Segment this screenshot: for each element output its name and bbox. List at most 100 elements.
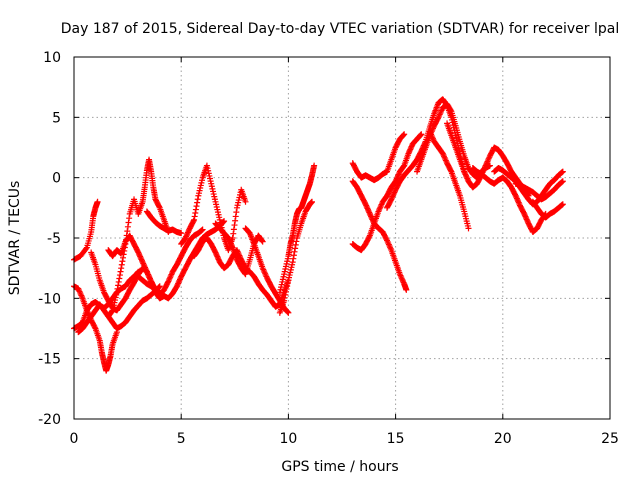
data-point — [184, 229, 191, 236]
data-point — [289, 259, 296, 266]
data-point — [225, 236, 232, 243]
data-point — [135, 250, 142, 257]
data-marks — [71, 96, 566, 374]
data-point — [214, 253, 221, 260]
data-point — [199, 226, 206, 233]
y-tick-label: 5 — [52, 110, 61, 126]
data-point — [193, 203, 200, 210]
data-point — [367, 212, 374, 219]
data-point — [115, 278, 122, 285]
data-point — [226, 237, 233, 244]
data-point — [395, 171, 402, 178]
data-point — [485, 155, 492, 162]
data-point — [231, 222, 238, 229]
data-point — [237, 253, 244, 260]
data-point — [185, 228, 192, 235]
data-point — [242, 198, 249, 205]
data-point — [236, 252, 243, 259]
data-point — [227, 240, 234, 247]
data-point — [83, 307, 90, 314]
data-point — [399, 132, 406, 139]
data-point — [213, 252, 220, 259]
data-point — [396, 271, 403, 278]
data-point — [365, 208, 372, 215]
data-point — [285, 309, 292, 316]
data-point — [441, 154, 448, 161]
x-tick-label: 25 — [601, 431, 619, 447]
data-point — [227, 239, 234, 246]
data-point — [230, 230, 237, 237]
series-trace-18 — [349, 131, 408, 184]
data-point — [118, 261, 125, 268]
data-point — [174, 281, 181, 288]
data-point — [384, 237, 391, 244]
data-point — [482, 162, 489, 169]
series-trace-14 — [276, 162, 318, 296]
data-point — [282, 288, 289, 295]
data-point — [377, 202, 384, 209]
data-point — [559, 178, 566, 185]
data-point — [166, 275, 173, 282]
data-point — [259, 238, 266, 245]
data-point — [214, 254, 221, 261]
data-point — [292, 241, 299, 248]
data-point — [406, 147, 413, 154]
data-point — [442, 157, 449, 164]
series-trace-16 — [349, 178, 410, 293]
data-point — [144, 270, 151, 277]
data-point — [78, 293, 85, 300]
data-point — [229, 243, 236, 250]
y-tick-label: 0 — [52, 171, 61, 187]
data-point — [389, 193, 396, 200]
data-point — [135, 249, 142, 256]
data-point — [521, 212, 528, 219]
data-point — [290, 252, 297, 259]
data-point — [191, 213, 198, 220]
y-tick-label: -10 — [38, 291, 61, 307]
data-point — [117, 268, 124, 275]
data-point — [311, 162, 318, 169]
data-point — [387, 245, 394, 252]
data-point — [228, 241, 235, 248]
data-point — [146, 274, 153, 281]
data-point — [523, 215, 530, 222]
data-point — [440, 153, 447, 160]
axis-ticks: 0 5 10 15 20 25 -20 -15 -10 -5 0 5 10 — [38, 50, 619, 447]
data-point — [483, 159, 490, 166]
data-point — [213, 250, 220, 257]
data-point — [141, 263, 148, 270]
series-trace-15 — [276, 198, 315, 316]
data-point — [192, 206, 199, 213]
series-trace-6 — [105, 156, 172, 320]
data-point — [75, 285, 82, 292]
data-point — [368, 213, 375, 220]
data-point — [142, 266, 149, 273]
data-point — [126, 215, 133, 222]
data-point — [429, 134, 436, 141]
data-point — [513, 194, 520, 201]
data-point — [512, 192, 519, 199]
x-tick-label: 15 — [387, 431, 405, 447]
data-point — [399, 276, 406, 283]
data-point — [417, 131, 424, 138]
data-point — [192, 210, 199, 217]
data-point — [378, 201, 385, 208]
data-point — [114, 285, 121, 292]
data-point — [515, 198, 522, 205]
data-point — [388, 196, 395, 203]
data-point — [428, 132, 435, 139]
data-point — [461, 170, 468, 177]
data-point — [262, 270, 269, 277]
data-point — [407, 146, 414, 153]
data-point — [397, 272, 404, 279]
data-point — [394, 174, 401, 181]
series-trace-8 — [143, 208, 185, 237]
data-point — [523, 216, 530, 223]
data-point — [233, 209, 240, 216]
data-point — [232, 213, 239, 220]
data-point — [438, 107, 445, 114]
data-point — [176, 277, 183, 284]
series-trace-24 — [491, 165, 566, 208]
x-tick-label: 5 — [177, 431, 186, 447]
y-tick-label: 10 — [43, 50, 61, 66]
